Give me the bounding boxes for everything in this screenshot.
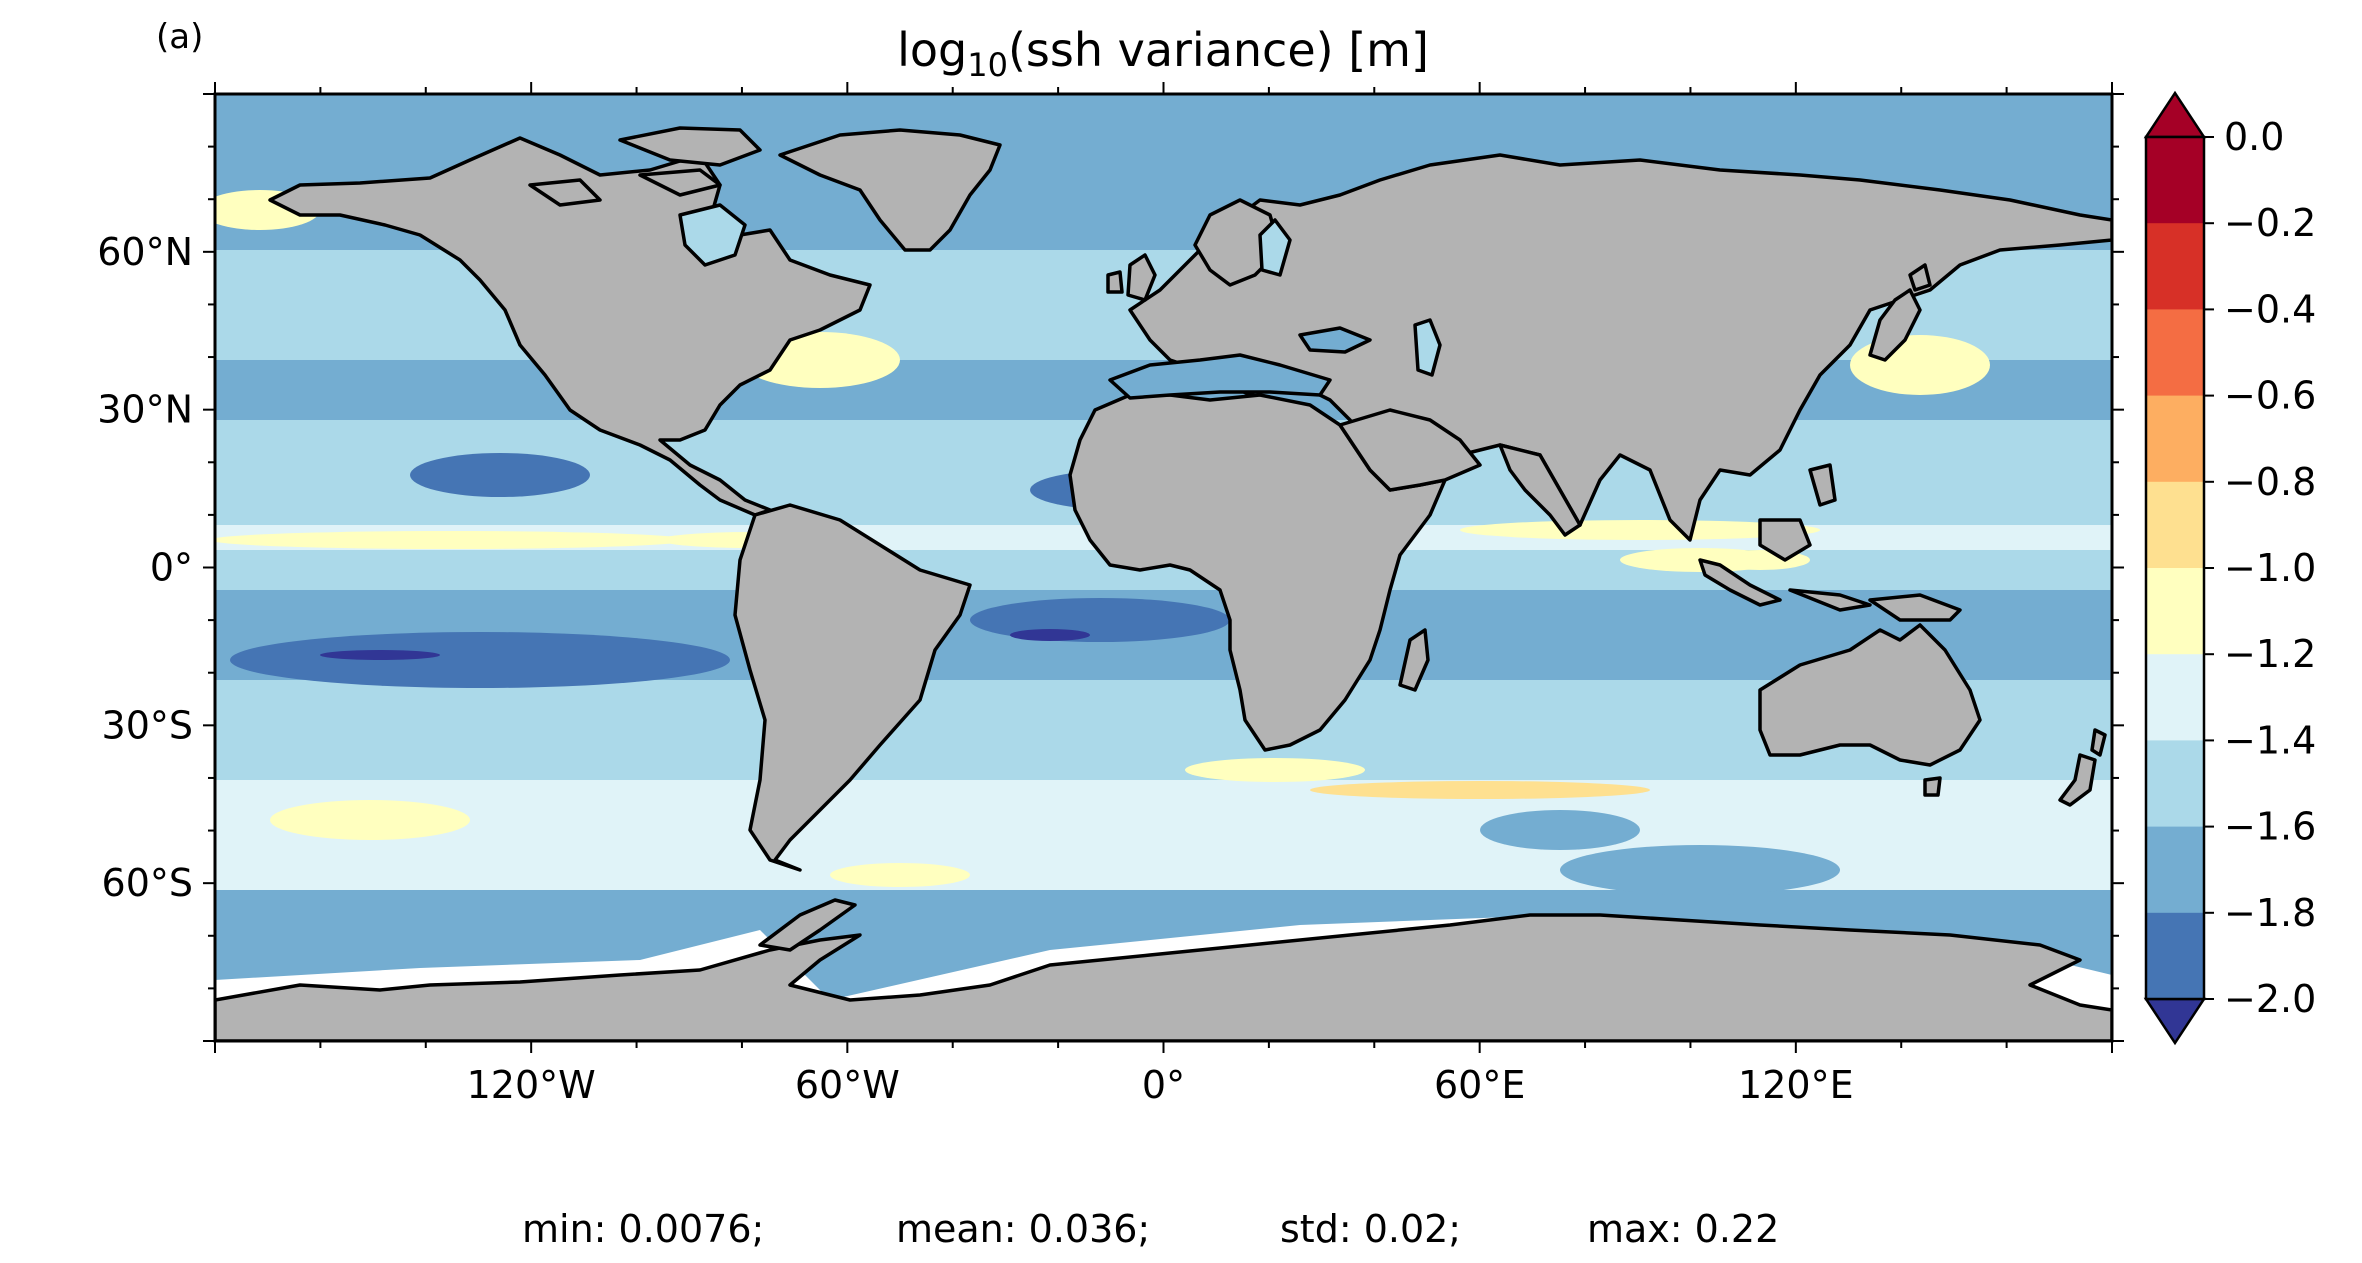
stat-mean: mean: 0.036; — [896, 1207, 1150, 1251]
arabia — [1338, 408, 1482, 492]
colorbar-segment — [2146, 826, 2204, 914]
colorbar-segment — [2146, 654, 2204, 741]
stat-max: max: 0.22 — [1587, 1207, 1779, 1251]
lat-tick-label: 30°S — [102, 703, 193, 747]
africa — [1068, 393, 1447, 752]
colorbar: 0.0 −0.2 −0.4 −0.6 −0.8 −1.0 −1.2 −1.4 −1.6 −1.8 −… — [2143, 90, 2316, 1046]
panel-label: (a) — [156, 17, 203, 57]
colorbar-segment — [2146, 481, 2204, 569]
colorbar-tick-label: −1.0 — [2224, 546, 2316, 590]
colorbar-tick-label: −0.2 — [2224, 201, 2316, 245]
colorbar-tick-label: −1.4 — [2224, 718, 2316, 762]
colorbar-tick-label: −0.6 — [2224, 374, 2316, 418]
colorbar-segment — [2146, 740, 2204, 828]
lon-tick-label: 120°E — [1738, 1063, 1854, 1107]
australia — [1758, 623, 1982, 767]
lon-tick-label: 60°W — [795, 1063, 900, 1107]
colorbar-extend-max — [2143, 90, 2207, 139]
new-zealand — [2058, 753, 2097, 807]
colorbar-tick-label: −1.2 — [2224, 632, 2316, 676]
map-title: log10(ssh variance) [m] — [897, 23, 1429, 84]
stats-footer: min: 0.0076; mean: 0.036; std: 0.02; max… — [522, 1207, 1779, 1251]
madagascar — [1398, 628, 1430, 692]
longitude-axis: 120°W 60°W 0° 60°E 120°E — [214, 82, 2113, 1107]
baltic-sea — [1258, 218, 1292, 277]
colorbar-segment — [2146, 912, 2204, 1000]
south-america — [733, 503, 972, 872]
colorbar-segment — [2146, 223, 2204, 310]
india — [1498, 443, 1582, 537]
japan — [1868, 288, 1922, 362]
land-masses — [215, 126, 2112, 1041]
colorbar-tick-label: −1.6 — [2224, 805, 2316, 849]
lon-tick-label: 120°W — [467, 1063, 596, 1107]
colorbar-segment — [2146, 395, 2204, 483]
lat-tick-label: 60°S — [102, 861, 193, 905]
lat-tick-label: 0° — [150, 546, 193, 590]
black-sea — [1298, 326, 1372, 354]
stat-std: std: 0.02; — [1280, 1207, 1461, 1251]
mediterranean-sea — [1108, 353, 1332, 400]
colorbar-extend-min — [2143, 997, 2207, 1046]
colorbar-tick-label: −2.0 — [2224, 977, 2316, 1021]
colorbar-tick-label: −1.8 — [2224, 891, 2316, 935]
colorbar-tick-label: −0.8 — [2224, 460, 2316, 504]
antarctica — [215, 913, 2112, 1041]
caspian-sea — [1413, 318, 1442, 377]
antarctic-peninsula — [758, 898, 857, 952]
colorbar-tick-label: 0.0 — [2224, 115, 2284, 159]
colorbar-segment — [2146, 568, 2204, 655]
british-isles — [1126, 253, 1157, 302]
colorbar-segment — [2146, 309, 2204, 397]
lon-tick-label: 0° — [1142, 1063, 1185, 1107]
colorbar-segment — [2146, 137, 2204, 224]
stat-min: min: 0.0076; — [522, 1207, 764, 1251]
lon-tick-label: 60°E — [1434, 1063, 1525, 1107]
indonesia — [1698, 558, 1782, 607]
greenland — [778, 128, 1002, 252]
colorbar-tick-label: −0.4 — [2224, 287, 2316, 331]
latitude-axis: 60°N 30°N 0° 30°S 60°S — [97, 93, 2124, 1042]
map-area — [215, 94, 2112, 1041]
arctic-islands — [618, 126, 762, 167]
hudson-bay — [678, 203, 747, 267]
lat-tick-label: 60°N — [97, 230, 193, 274]
lat-tick-label: 30°N — [97, 388, 193, 432]
